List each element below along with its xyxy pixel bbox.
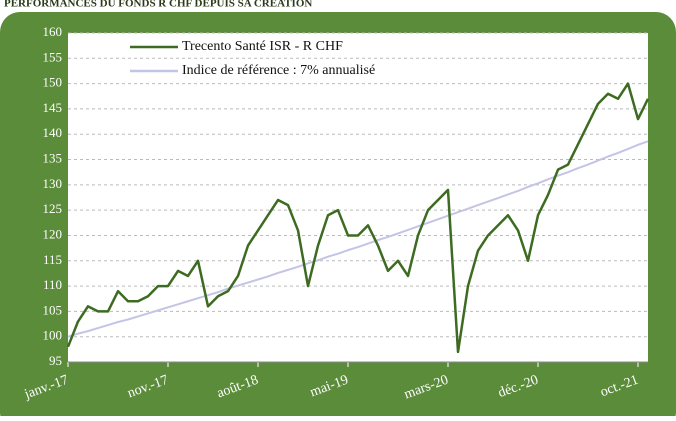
chart-title: PERFORMANCES DU FONDS R CHF DEPUIS SA CR… — [4, 0, 312, 10]
y-tick-label: 160 — [43, 24, 63, 39]
line — [66, 82, 650, 354]
y-tick-label: 145 — [43, 100, 63, 115]
y-tick-label: 140 — [43, 125, 63, 140]
y-tick-label: 95 — [49, 353, 62, 368]
y-tick-label: 130 — [43, 176, 63, 191]
plot-area — [68, 33, 648, 362]
y-tick-label: 100 — [43, 328, 63, 343]
y-tick-label: 125 — [43, 201, 63, 216]
y-tick-label: 110 — [43, 277, 62, 292]
y-tick-label: 150 — [43, 75, 63, 90]
y-tick-label: 105 — [43, 302, 63, 317]
legend-label: Indice de référence : 7% annualisé — [182, 63, 375, 78]
y-tick-label: 115 — [43, 252, 62, 267]
line — [67, 140, 649, 338]
y-tick-label: 135 — [43, 151, 63, 166]
y-tick-label: 155 — [43, 49, 63, 64]
legend-label: Trecento Santé ISR - R CHF — [182, 39, 343, 54]
y-tick-label: 120 — [43, 226, 63, 241]
